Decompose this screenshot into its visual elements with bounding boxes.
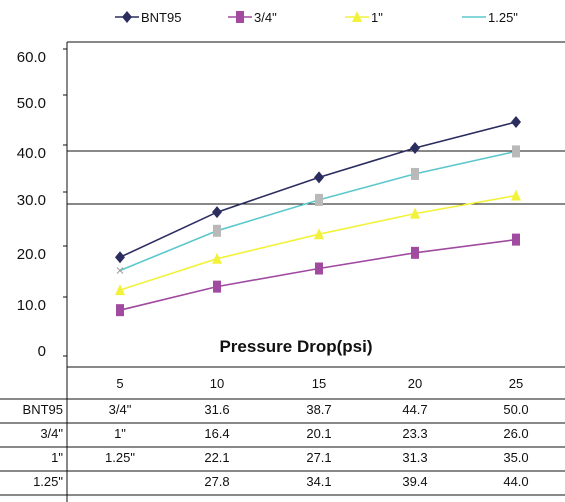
table-cell: 34.1 [306,474,331,489]
legend-label: 1" [371,10,383,25]
series-point [212,206,222,219]
series-point [511,116,521,128]
legend-label: 1.25" [488,10,518,25]
legend-label: 3/4" [254,10,277,25]
series-point [512,233,520,246]
series-layer [115,116,521,317]
table-row-label: 1" [51,450,63,465]
y-tick-label: 30.0 [17,192,46,209]
table-cell: 44.0 [503,474,528,489]
y-tick-label: 40.0 [17,145,46,162]
series-point [314,228,324,240]
series-point [411,167,419,180]
series-point [411,246,419,259]
series-point [314,171,324,184]
table-cell: 50.0 [503,402,528,417]
series-point [512,145,520,158]
y-tick-label: 10.0 [17,297,46,314]
series-point [213,224,221,237]
legend-marker [352,11,362,22]
table-row-label: 1.25" [33,474,63,489]
data-table: 5 10 15 20 25 BNT95 3/4" 31.6 38.7 44.7 50.0 3/4" 1"… [0,366,565,502]
table-cell: 38.7 [306,402,331,417]
table-cell: 35.0 [503,450,528,465]
y-tick-label: 60.0 [17,49,46,66]
series-point [213,280,221,293]
table-header-cell: 25 [509,376,523,391]
table-cell: 39.4 [402,474,427,489]
series-point [116,304,124,317]
y-tick-label: 50.0 [17,95,46,112]
table-cell: 31.3 [402,450,427,465]
table-header-cell: 20 [408,376,422,391]
table-cell: 31.6 [204,402,229,417]
series-point [212,252,222,264]
y-tick-label: 0 [38,343,46,360]
table-row-label: BNT95 [23,402,63,417]
table-cell: 1" [114,426,126,441]
table-cell: 27.1 [306,450,331,465]
table-cell: 44.7 [402,402,427,417]
table-row-label: 3/4" [40,426,63,441]
axes: 0 10.0 20.0 30.0 40.0 50.0 60.0 [17,41,565,367]
series-point [315,262,323,275]
series-point [315,193,323,206]
table-cell: 1.25" [105,450,135,465]
series-point [115,251,125,264]
table-header-cell: 5 [116,376,123,391]
series-point [115,284,125,296]
series-point [511,189,521,201]
table-cell: 23.3 [402,426,427,441]
legend-label: BNT95 [141,10,181,25]
y-tick-label: 20.0 [17,246,46,263]
series-point [410,207,420,219]
series-line-2 [119,194,517,291]
table-cell: 16.4 [204,426,229,441]
legend-marker [122,11,132,23]
table-cell: 27.8 [204,474,229,489]
legend: BNT95 3/4" 1" 1.25" [115,10,518,25]
table-header-cell: 10 [210,376,224,391]
legend-marker [236,11,244,23]
table-header-cell: 15 [312,376,326,391]
series-point [410,141,420,154]
series-line-1 [119,238,517,311]
series-line-3 [119,150,517,272]
x-axis-label: Pressure Drop(psi) [219,337,372,356]
table-cell: 3/4" [109,402,132,417]
table-cell: 22.1 [204,450,229,465]
table-cell: 20.1 [306,426,331,441]
table-cell: 26.0 [503,426,528,441]
series-point [116,267,124,274]
